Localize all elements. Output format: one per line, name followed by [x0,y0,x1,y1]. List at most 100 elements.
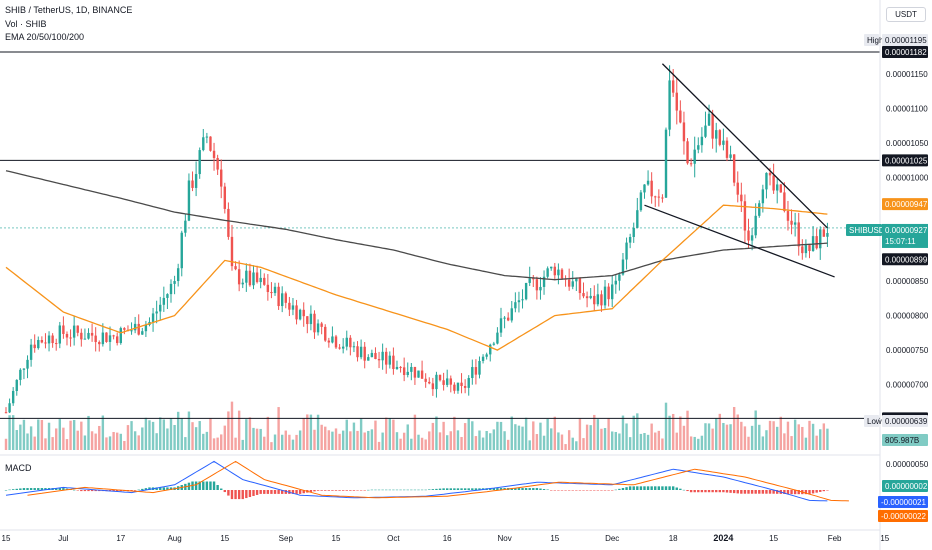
candle-body [8,403,11,413]
candle-body [29,344,33,360]
candle-body [334,336,338,348]
candle-body [205,136,209,138]
candle-body [209,136,212,151]
volume-bar [295,434,298,450]
candle-body [754,215,757,236]
volume-bar [797,424,800,450]
macd-hist-bar [80,490,83,492]
macd-hist-bar [438,488,442,490]
macd-hist-bar [72,489,76,491]
macd-hist-bar [420,489,424,491]
volume-bar [467,418,470,450]
macd-hist-bar [535,488,539,490]
candle-body [593,295,596,305]
macd-hist-bar [582,490,585,491]
candle-body [62,325,65,334]
volume-bar [105,437,108,450]
candle-body [686,141,689,164]
candle-body [15,379,18,391]
macd-hist-bar [758,490,761,494]
candle-body [137,323,140,335]
macd-hist-bar [668,486,671,490]
volume-bar [485,430,488,450]
candle-body [115,336,119,344]
candle-body [166,294,169,298]
candle-body [822,229,826,237]
volume-bar [420,437,424,450]
macd-hist-bar [15,488,18,490]
volume-bar [661,438,664,450]
volume-bar [643,432,646,450]
macd-hist-bar [205,481,209,490]
macd-hist-bar [133,490,137,491]
candle-body [223,186,227,209]
level-tag: 0.00001182 [885,48,927,57]
volume-bar [743,426,747,450]
volume-bar [758,424,761,450]
volume-bars [4,401,829,450]
candle-body [65,333,69,338]
candle-body [772,175,775,191]
volume-bar [141,427,144,450]
candle-body [790,220,793,225]
ema-value-tag-bg [882,198,928,211]
candle-body [309,313,313,325]
macd-hist-bar [166,487,169,490]
candle-body [506,317,510,321]
volume-bar [557,432,560,450]
trendline[interactable] [661,63,828,229]
macd-hist-bar [395,489,399,491]
volume-bar [664,402,668,450]
candle-body [237,269,241,285]
macd-hist-bar [826,490,829,491]
volume-bar [72,419,76,450]
volume-bar [349,431,352,450]
volume-bar [489,433,492,450]
candle-body [546,268,549,277]
volume-bar [402,432,406,450]
candle-body [420,370,424,379]
volume-bar [44,438,47,450]
macd-hist-bar [248,490,252,498]
candle-body [736,182,739,195]
candle-body [485,354,488,357]
candle-body [618,274,621,281]
macd-hist-bar [585,490,589,491]
candle-body [55,343,58,345]
low-label: Low [867,417,882,426]
macd-hist-bar [202,481,205,490]
macd-hist-bar [245,490,248,499]
volume-bar [230,401,234,450]
candle-body [101,332,105,345]
macd-hist-bar [521,488,524,490]
macd-hist-bar [747,490,750,494]
macd-hist-bar [155,487,158,490]
volume-bar [819,429,822,450]
macd-hist-bar [689,490,693,493]
signal-value-tag-bg [878,510,928,522]
volume-bar [700,435,704,450]
macd-hist-bar [4,490,8,491]
volume-bar [657,430,661,450]
trendline[interactable] [644,204,835,278]
macd-hist-bar [643,486,646,490]
macd-hist-bar [790,490,793,495]
time-tick: 15 [220,534,229,543]
candle-body [675,92,678,111]
volume-bar [528,440,531,450]
candle-body [632,227,635,237]
candle-body [571,281,574,287]
candle-body [510,308,513,321]
currency-selector[interactable]: USDT [886,7,926,22]
volume-bar [499,421,503,450]
candle-body [499,318,503,333]
macd-hist-bar [650,486,653,490]
macd-hist-bar [700,490,704,493]
candle-body [614,280,617,285]
volume-bar [26,433,29,450]
time-tick: Aug [167,534,181,543]
signal-line [27,460,849,502]
volume-bar [607,418,610,450]
candle-body [406,371,409,376]
